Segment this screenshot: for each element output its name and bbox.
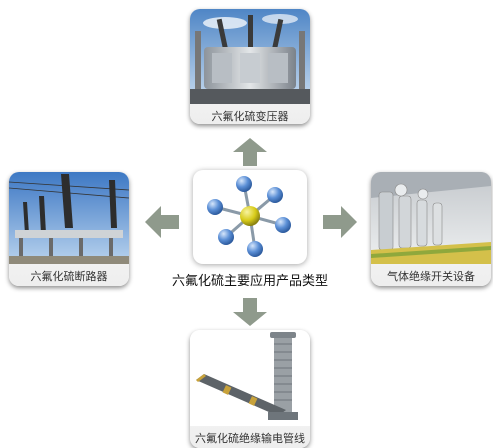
arrow-left-icon <box>145 206 179 238</box>
circuit-breaker-card: 六氟化硫断路器 <box>9 172 129 286</box>
gas-insulated-line-card: 六氟化硫绝缘输电管线 <box>190 330 310 448</box>
sf6-molecule-icon <box>207 176 291 257</box>
sf6-molecule-card <box>193 170 307 264</box>
gas-insulated-line-label: 六氟化硫绝缘输电管线 <box>195 432 305 445</box>
circuit-breaker-label: 六氟化硫断路器 <box>30 270 108 283</box>
gis-switchgear-label: 气体绝缘开关设备 <box>387 270 475 283</box>
gas-insulated-line-photo <box>190 330 310 426</box>
arrow-up-icon <box>233 138 267 166</box>
gis-switchgear-card: 气体绝缘开关设备 <box>371 172 491 286</box>
circuit-breaker-photo <box>9 172 129 264</box>
center-label: 六氟化硫主要应用产品类型 <box>171 274 328 289</box>
arrow-right-icon <box>323 206 357 238</box>
transformer-photo <box>190 9 310 104</box>
transformer-label: 六氟化硫变压器 <box>211 110 289 123</box>
arrow-down-icon <box>233 298 267 326</box>
transformer-card: 六氟化硫变压器 <box>190 9 310 124</box>
gis-switchgear-photo <box>371 172 491 264</box>
